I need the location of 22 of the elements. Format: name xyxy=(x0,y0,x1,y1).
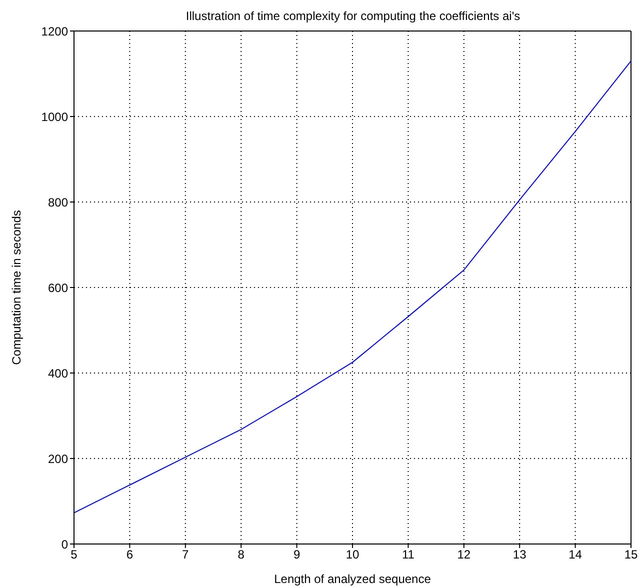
x-tick-label: 10 xyxy=(346,548,360,562)
y-axis-title: Computation time in seconds xyxy=(9,210,24,365)
y-tick-label: 400 xyxy=(48,366,68,380)
x-tick-label: 12 xyxy=(457,548,471,562)
y-tick-label: 0 xyxy=(61,537,68,552)
y-tick-label: 600 xyxy=(48,280,68,295)
y-tick-label: 1000 xyxy=(41,110,68,124)
x-tick-label: 7 xyxy=(182,548,190,562)
x-tick-label: 6 xyxy=(126,548,134,562)
line-series xyxy=(74,60,631,514)
x-tick-label: 5 xyxy=(70,548,78,562)
y-tick-label: 200 xyxy=(48,452,68,466)
x-tick-label: 15 xyxy=(624,548,638,562)
x-tick-label: 13 xyxy=(512,548,527,562)
chart-title: Illustration of time complexity for computing the coefficients ai's xyxy=(186,9,520,23)
x-tick-label: 11 xyxy=(402,548,415,562)
y-tick-label: 800 xyxy=(48,195,68,210)
x-axis-title: Length of analyzed sequence xyxy=(274,572,432,586)
y-tick-label: 1200 xyxy=(41,24,68,38)
x-tick-label: 14 xyxy=(568,548,582,562)
x-tick-label: 8 xyxy=(238,548,245,562)
x-tick-label: 9 xyxy=(293,548,300,562)
